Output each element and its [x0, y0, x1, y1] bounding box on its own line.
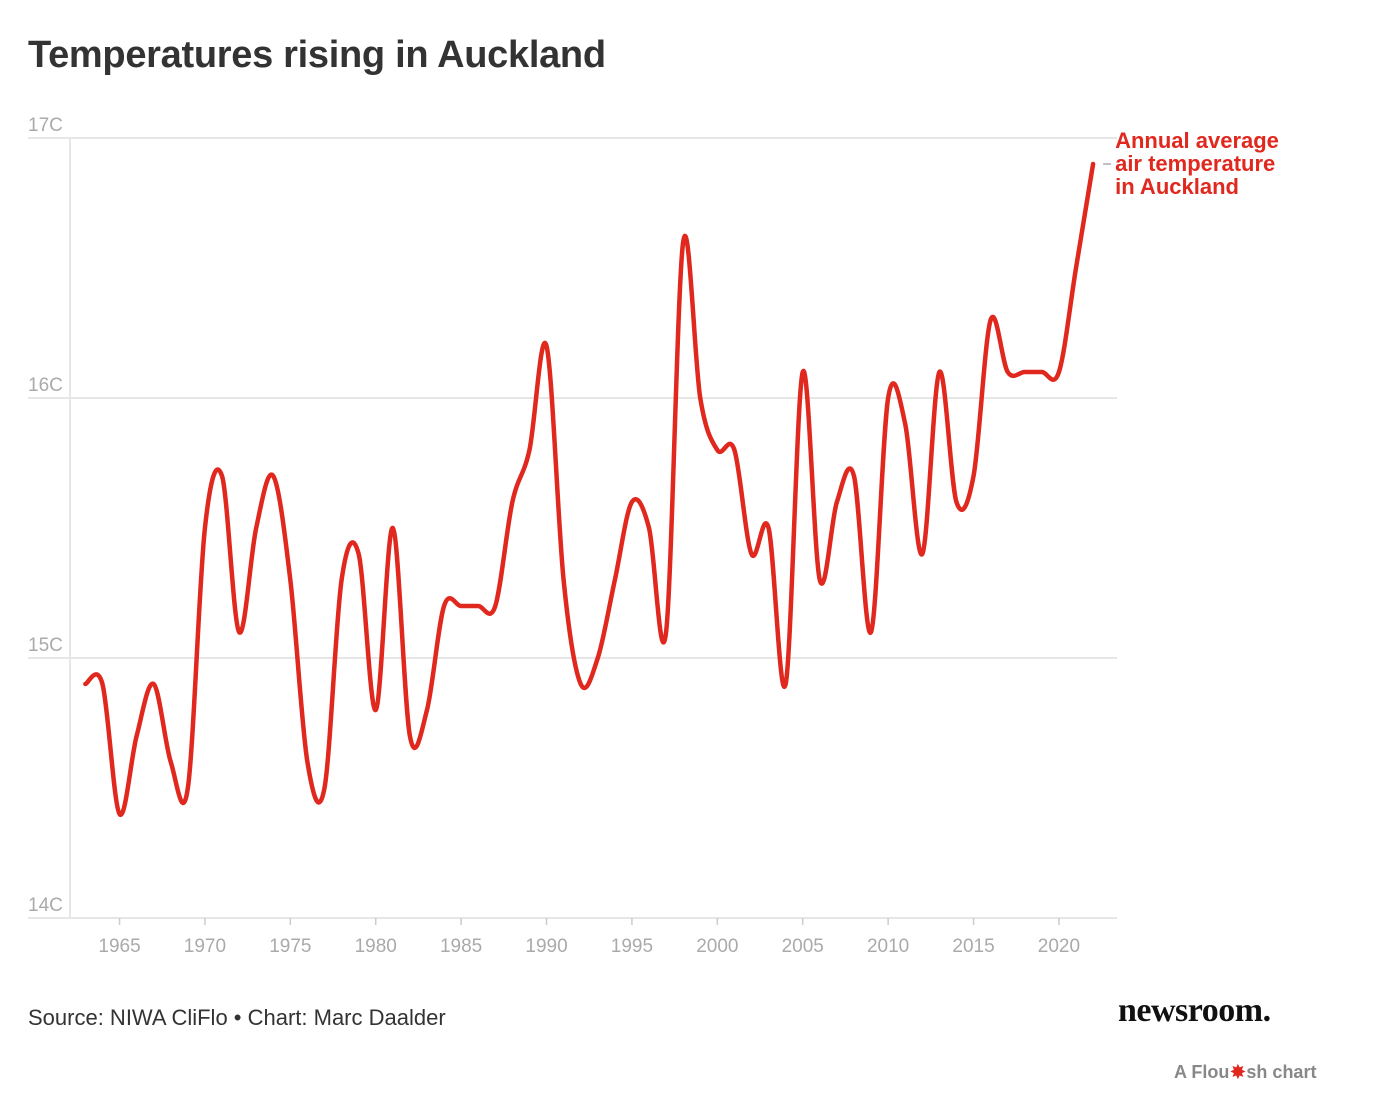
- data-point[interactable]: [951, 497, 961, 507]
- data-point[interactable]: [200, 523, 210, 533]
- data-point[interactable]: [97, 679, 107, 689]
- flourish-credit[interactable]: A Flou ✸ sh chart: [1174, 1062, 1316, 1083]
- data-point[interactable]: [183, 783, 193, 793]
- data-point[interactable]: [695, 393, 705, 403]
- data-point[interactable]: [559, 575, 569, 585]
- data-point[interactable]: [1088, 159, 1098, 169]
- data-point[interactable]: [234, 627, 244, 637]
- data-point[interactable]: [217, 471, 227, 481]
- data-point[interactable]: [798, 367, 808, 377]
- newsroom-logo: newsroom.: [1118, 992, 1271, 1029]
- x-tick-label: 1965: [98, 936, 140, 957]
- y-tick-label: 15C: [28, 635, 63, 656]
- flourish-burst-icon: ✸: [1230, 1062, 1246, 1082]
- data-point[interactable]: [1071, 263, 1081, 273]
- data-point[interactable]: [1020, 367, 1030, 377]
- data-point[interactable]: [473, 601, 483, 611]
- data-point[interactable]: [388, 523, 398, 533]
- data-point[interactable]: [422, 705, 432, 715]
- data-point[interactable]: [115, 809, 125, 819]
- series-label-line: Annual average: [1115, 128, 1279, 153]
- axes: 17C 16C 15C 14C 1965 1970 1975 1980 1985 1990 1995…: [28, 115, 1080, 957]
- data-point[interactable]: [354, 549, 364, 559]
- data-point[interactable]: [405, 731, 415, 741]
- data-point[interactable]: [610, 575, 620, 585]
- x-tick-label: 2000: [696, 936, 738, 957]
- data-point[interactable]: [576, 679, 586, 689]
- series-label-line: in Auckland: [1115, 174, 1239, 199]
- flourish-text-suffix: sh chart: [1246, 1062, 1317, 1082]
- data-point[interactable]: [302, 757, 312, 767]
- data-point[interactable]: [542, 341, 552, 351]
- data-point[interactable]: [627, 497, 637, 507]
- series: [80, 159, 1098, 819]
- y-tick-label: 16C: [28, 375, 63, 396]
- x-tick-label: 1995: [611, 936, 653, 957]
- data-point[interactable]: [132, 731, 142, 741]
- data-point[interactable]: [524, 445, 534, 455]
- source-note: Source: NIWA CliFlo • Chart: Marc Daalde…: [28, 1005, 446, 1030]
- data-point[interactable]: [746, 549, 756, 559]
- data-point[interactable]: [832, 497, 842, 507]
- data-point[interactable]: [1003, 367, 1013, 377]
- data-point[interactable]: [644, 523, 654, 533]
- x-tick-label: 1970: [184, 936, 226, 957]
- data-point[interactable]: [815, 575, 825, 585]
- chart-title: Temperatures rising in Auckland: [28, 34, 606, 76]
- data-point[interactable]: [1054, 367, 1064, 377]
- data-point[interactable]: [319, 783, 329, 793]
- data-point[interactable]: [490, 601, 500, 611]
- x-tick-label: 2015: [952, 936, 994, 957]
- series-line: [83, 161, 1096, 817]
- data-point[interactable]: [439, 601, 449, 611]
- data-point[interactable]: [166, 757, 176, 767]
- x-tick-label: 1980: [355, 936, 397, 957]
- data-point[interactable]: [661, 627, 671, 637]
- flourish-text-prefix: A Flou: [1174, 1062, 1230, 1082]
- data-point[interactable]: [678, 237, 688, 247]
- data-point[interactable]: [934, 367, 944, 377]
- data-point[interactable]: [337, 575, 347, 585]
- x-tick-label: 1975: [269, 936, 311, 957]
- data-point[interactable]: [986, 315, 996, 325]
- data-point[interactable]: [268, 471, 278, 481]
- x-tick-label: 2020: [1038, 936, 1080, 957]
- data-point[interactable]: [1037, 367, 1047, 377]
- gridlines: [28, 137, 1117, 919]
- data-point[interactable]: [285, 575, 295, 585]
- data-point[interactable]: [849, 471, 859, 481]
- data-point[interactable]: [764, 523, 774, 533]
- data-point[interactable]: [371, 705, 381, 715]
- data-point[interactable]: [507, 497, 517, 507]
- data-point[interactable]: [969, 471, 979, 481]
- data-point[interactable]: [866, 627, 876, 637]
- x-tick-label: 1990: [525, 936, 567, 957]
- data-point[interactable]: [80, 679, 90, 689]
- data-point[interactable]: [149, 679, 159, 689]
- data-point[interactable]: [781, 679, 791, 689]
- data-point[interactable]: [456, 601, 466, 611]
- data-point[interactable]: [251, 523, 261, 533]
- data-point[interactable]: [883, 393, 893, 403]
- x-tick-label: 2010: [867, 936, 909, 957]
- data-point[interactable]: [729, 445, 739, 455]
- data-point[interactable]: [593, 653, 603, 663]
- data-point[interactable]: [900, 419, 910, 429]
- x-tick-label: 1985: [440, 936, 482, 957]
- y-tick-label: 14C: [28, 895, 63, 916]
- y-tick-label: 17C: [28, 115, 63, 136]
- series-label-line: air temperature: [1115, 151, 1275, 176]
- x-tick-label: 2005: [782, 936, 824, 957]
- data-point[interactable]: [917, 549, 927, 559]
- data-point[interactable]: [712, 445, 722, 455]
